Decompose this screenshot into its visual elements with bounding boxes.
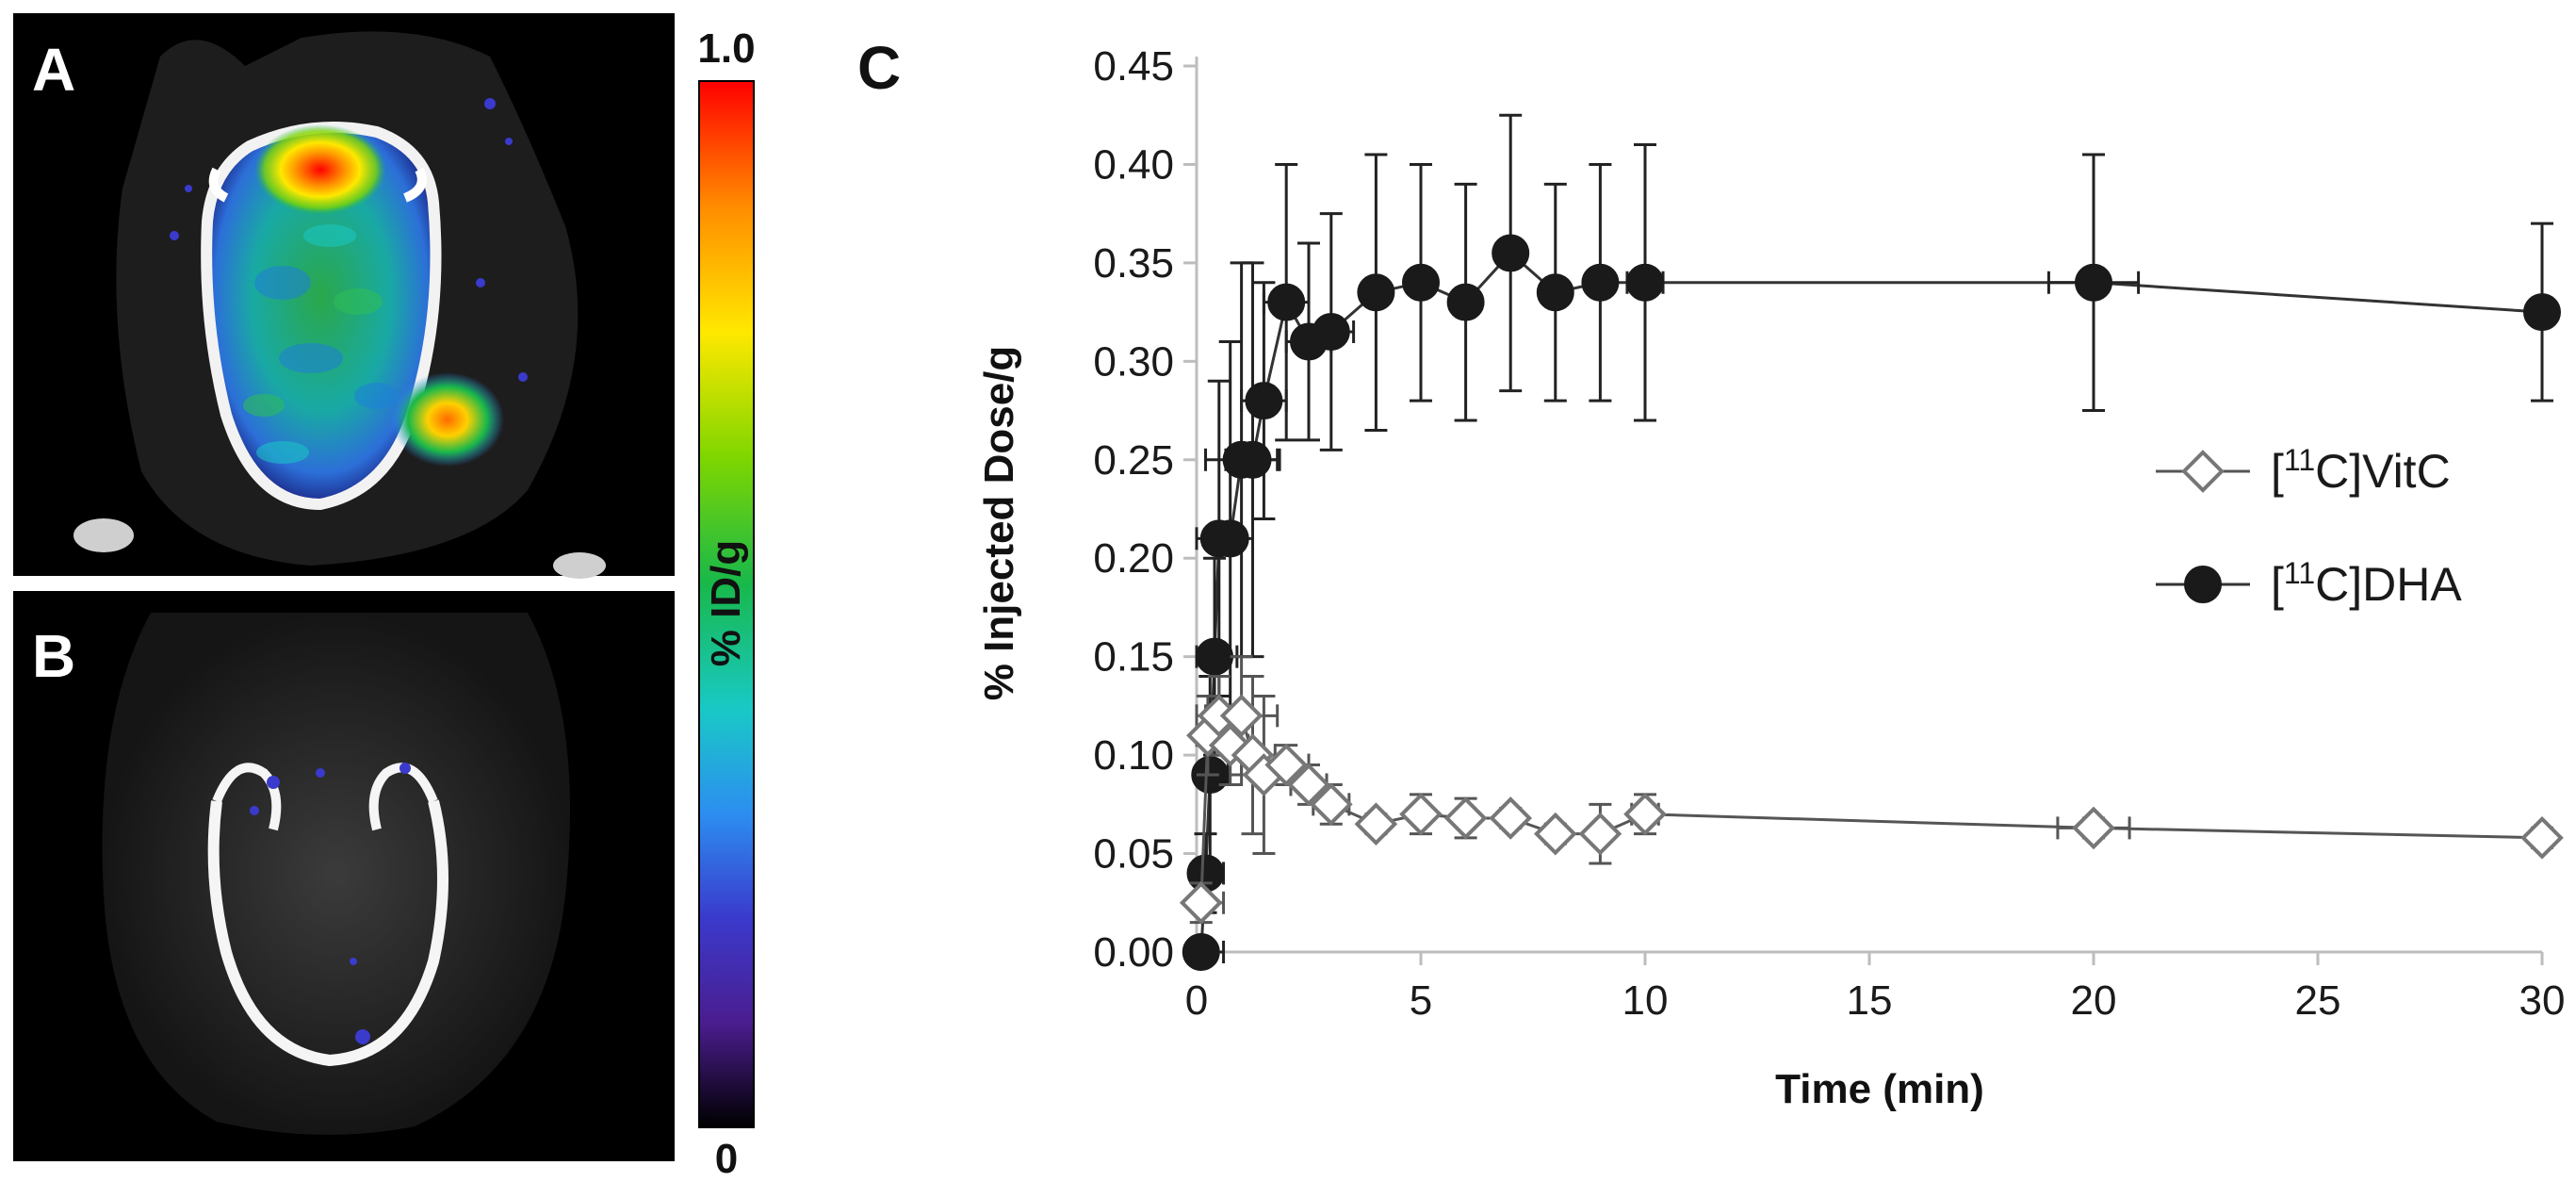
panel-b: B	[13, 591, 675, 1161]
panel-a-paw-right	[553, 552, 606, 579]
data-point	[1354, 802, 1398, 846]
y-tick-label: 0.30	[1093, 338, 1174, 385]
x-tick-label: 10	[1622, 977, 1669, 1024]
data-point	[1196, 637, 1234, 676]
data-point	[1309, 782, 1353, 827]
panel-b-specks	[250, 763, 411, 1044]
panel-b-label: B	[32, 622, 75, 690]
panel-c: C 0.000.050.100.150.200.250.300.350.400.…	[857, 34, 2565, 1112]
series-dha	[1182, 113, 2561, 971]
panel-b-body-silhouette	[102, 613, 571, 1135]
x-axis-title: Time (min)	[1775, 1066, 1984, 1112]
y-tick-label: 0.20	[1093, 535, 1174, 582]
data-point	[1578, 812, 1622, 856]
data-point	[1623, 792, 1667, 836]
data-point	[1443, 796, 1488, 840]
x-tick-label: 25	[2295, 977, 2341, 1024]
y-axis-title: % Injected Dose/g	[976, 346, 1022, 701]
data-point	[1312, 313, 1350, 351]
data-point	[1446, 283, 1485, 321]
data-point	[1264, 743, 1309, 787]
data-point	[1267, 283, 1306, 321]
panel-a-uptake-texture	[243, 224, 399, 464]
panel-b-ear-right	[368, 763, 438, 831]
panel-b-skull-outline	[207, 799, 448, 1067]
panel-a-bone-right	[402, 167, 427, 203]
data-point	[1211, 519, 1249, 558]
data-point	[1245, 382, 1283, 420]
x-tick-label: 20	[2071, 977, 2117, 1024]
data-point	[1357, 273, 1395, 312]
y-tick-label: 0.05	[1093, 831, 1174, 878]
data-point	[1179, 880, 1223, 925]
series-vitc	[1179, 655, 2564, 925]
x-tick-label: 30	[2519, 977, 2566, 1024]
panel-a-label: A	[32, 36, 75, 104]
panel-c-label: C	[857, 34, 901, 102]
data-point	[2075, 263, 2112, 302]
colorbar-max-label: 1.0	[697, 25, 755, 72]
panel-a: A	[13, 13, 675, 579]
legend-marker	[2184, 566, 2222, 603]
colorbar-min-label: 0	[715, 1136, 738, 1182]
panel-b-ear-left	[212, 763, 282, 831]
data-point	[1402, 263, 1440, 302]
colorbar-gradient	[698, 80, 755, 1128]
panel-a-hot-spot	[254, 124, 386, 215]
legend-marker	[2181, 450, 2225, 493]
legend-item-dha: [11C]DHA	[2156, 556, 2462, 611]
panel-a-tumor	[391, 372, 504, 467]
data-point	[1536, 273, 1574, 312]
data-point	[1233, 440, 1272, 479]
data-point	[1182, 933, 1220, 971]
x-tick-label: 5	[1410, 977, 1432, 1024]
colorbar-title: % ID/g	[703, 540, 749, 666]
data-point	[1219, 694, 1264, 738]
legend-label: [11C]DHA	[2271, 556, 2462, 611]
chart-series	[1179, 113, 2564, 971]
series-line	[1199, 711, 2543, 903]
chart-legend: [11C]VitC [11C]DHA	[2156, 443, 2462, 611]
data-point	[2520, 816, 2564, 860]
x-tick-label: 15	[1847, 977, 1893, 1024]
y-tick-label: 0.35	[1093, 240, 1174, 287]
chart-axes: 0.00 0.05 0.10 0.15 0.20 0.25 0.30 0.35 0.40 0.45…	[1093, 43, 2565, 1024]
data-point	[1581, 263, 1620, 302]
x-tick-label: 0	[1185, 977, 1208, 1024]
y-tick-label: 0.45	[1093, 43, 1174, 90]
data-point	[1492, 234, 1530, 272]
y-tick-label: 0.00	[1093, 929, 1174, 976]
data-point	[1208, 723, 1252, 767]
data-point	[1287, 763, 1330, 807]
legend-item-vitc: [11C]VitC	[2156, 443, 2451, 498]
data-point	[1489, 796, 1533, 840]
data-point	[1626, 263, 1664, 302]
legend-label: [11C]VitC	[2271, 443, 2451, 498]
data-point	[2072, 806, 2115, 850]
panel-a-bone-left	[208, 167, 229, 203]
colorbar: 1.0 0 % ID/g	[697, 25, 755, 1182]
data-point	[1399, 792, 1443, 836]
panel-a-specks	[170, 98, 528, 382]
y-tick-label: 0.25	[1093, 437, 1174, 484]
panel-a-paw-left	[73, 518, 134, 552]
data-point	[2523, 293, 2561, 332]
y-tick-label: 0.40	[1093, 141, 1174, 188]
y-tick-label: 0.15	[1093, 634, 1174, 681]
data-point	[1533, 812, 1577, 856]
y-tick-label: 0.10	[1093, 732, 1174, 779]
